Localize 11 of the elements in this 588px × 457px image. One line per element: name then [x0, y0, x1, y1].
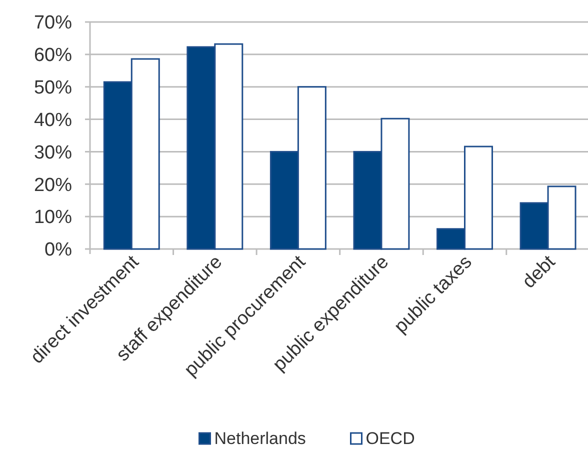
legend-label: Netherlands	[214, 429, 306, 448]
y-tick-label: 60%	[34, 45, 72, 66]
y-tick-label: 50%	[34, 78, 72, 99]
y-tick-label: 20%	[34, 174, 72, 196]
y-tick-label: 0%	[44, 240, 72, 261]
y-tick-label: 10%	[34, 207, 72, 228]
y-tick-label: 40%	[34, 110, 72, 131]
y-tick-label: 30%	[34, 142, 72, 164]
x-tick-label: debt	[518, 251, 560, 293]
legend-label: OECD	[366, 429, 415, 448]
y-tick-label: 70%	[34, 12, 72, 34]
